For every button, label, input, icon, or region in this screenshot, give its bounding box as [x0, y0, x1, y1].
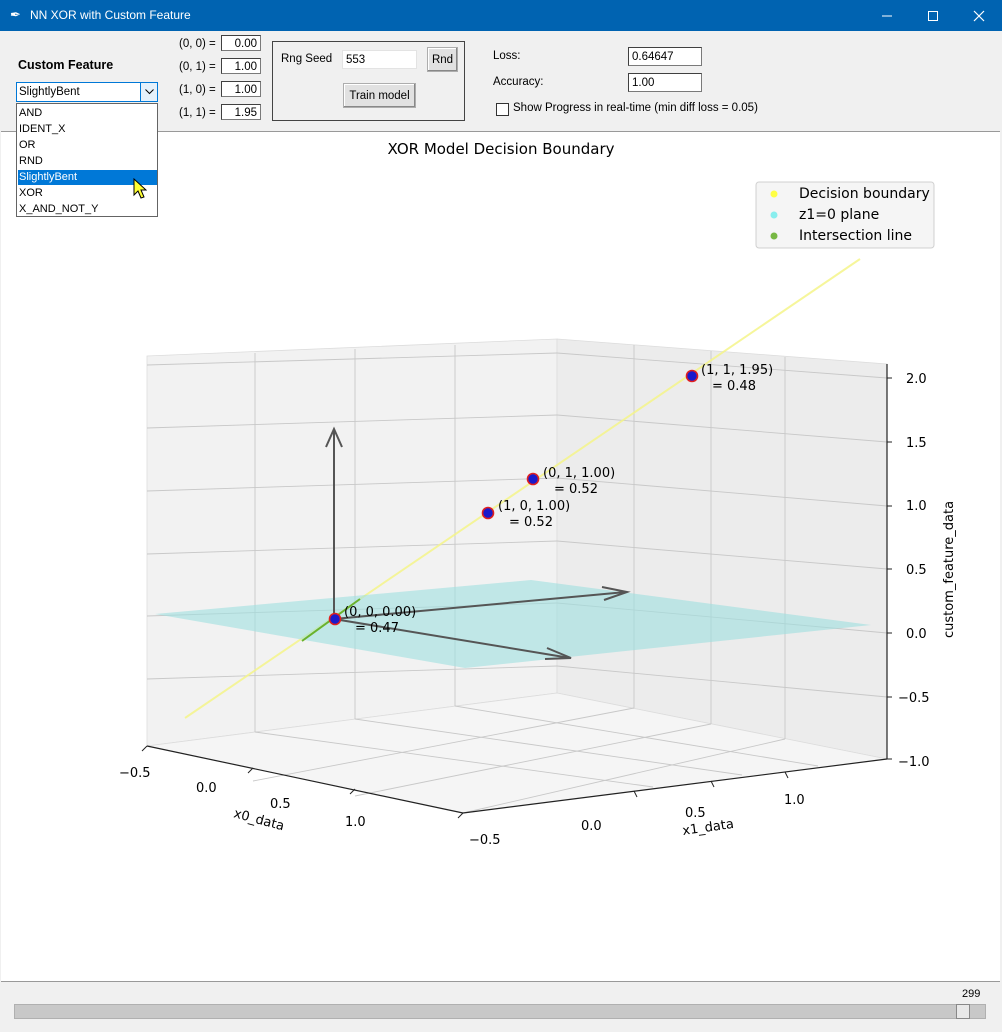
z-tick-label: 2.0 — [906, 372, 927, 387]
legend-marker-intersection — [770, 232, 778, 240]
input-01-label: (0, 1) = — [179, 61, 216, 73]
dropdown-option[interactable]: X_AND_NOT_Y — [19, 203, 99, 215]
feather-icon: ✒ — [10, 7, 21, 22]
custom-feature-label: Custom Feature — [18, 58, 114, 72]
legend-marker-decision-boundary — [770, 190, 778, 198]
minimize-button[interactable] — [864, 0, 910, 31]
y-tick-label: 0.0 — [581, 819, 602, 834]
train-model-button[interactable]: Train model — [343, 83, 416, 108]
y-tick-label: 1.0 — [784, 793, 805, 808]
tick-marks — [141, 377, 892, 819]
custom-feature-combobox[interactable]: SlightlyBent — [16, 82, 158, 102]
loss-value: 0.64647 — [628, 47, 702, 66]
legend-label: z1=0 plane — [799, 207, 879, 223]
seed-input[interactable]: 553 — [342, 50, 417, 69]
point-value-10: = 0.52 — [509, 515, 553, 530]
title-bar: ✒ NN XOR with Custom Feature — [0, 0, 1002, 31]
legend-label: Decision boundary — [799, 186, 930, 202]
epoch-slider-track[interactable] — [14, 1004, 986, 1019]
back-wall-right — [556, 338, 888, 760]
slider-value-label: 299 — [962, 988, 981, 1000]
point-label-11: (1, 1, 1.95) — [701, 363, 773, 378]
plot-title: XOR Model Decision Boundary — [388, 140, 615, 158]
accuracy-label: Accuracy: — [493, 76, 544, 88]
z-tick-label: 1.5 — [906, 436, 927, 451]
y-tick-label: 0.5 — [685, 806, 706, 821]
custom-feature-dropdown-list: AND IDENT_X OR RND SlightlyBent XOR X_AN… — [16, 103, 158, 217]
legend-marker-plane — [770, 211, 778, 219]
z-tick-label: 0.0 — [906, 627, 927, 642]
point-label-01: (0, 1, 1.00) — [543, 466, 615, 481]
dropdown-option[interactable]: RND — [19, 155, 43, 167]
z-tick-label: 0.5 — [906, 563, 927, 578]
input-00-field[interactable]: 0.00 — [221, 35, 261, 51]
input-10-field[interactable]: 1.00 — [221, 81, 261, 97]
legend-label: Intersection line — [799, 228, 912, 244]
input-11-label: (1, 1) = — [179, 107, 216, 119]
chevron-down-icon[interactable] — [140, 83, 157, 101]
z-tick-label: 1.0 — [906, 499, 927, 514]
y-axis-label: x1_data — [681, 817, 734, 839]
plot-canvas: (1, 1, 1.95) = 0.48 (0, 1, 1.00) = 0.52 … — [1, 131, 1000, 982]
decision-boundary-line — [184, 258, 861, 719]
axes — [146, 364, 888, 814]
x-tick-label: 1.0 — [345, 815, 366, 830]
x-tick-label: −0.5 — [119, 766, 151, 781]
rnd-button[interactable]: Rnd — [427, 47, 458, 72]
z-tick-label: −1.0 — [898, 755, 930, 770]
point-value-00: = 0.47 — [355, 621, 399, 636]
loss-label: Loss: — [493, 50, 521, 62]
input-11-field[interactable]: 1.95 — [221, 104, 261, 120]
y-tick-label: −0.5 — [469, 833, 501, 848]
z-tick-label: −0.5 — [898, 691, 930, 706]
accuracy-value: 1.00 — [628, 73, 702, 92]
point-label-00: (0, 0, 0.00) — [344, 605, 416, 620]
combobox-selected-value: SlightlyBent — [19, 86, 80, 98]
input-00-label: (0, 0) = — [179, 38, 216, 50]
show-progress-checkbox[interactable] — [496, 103, 509, 116]
data-points — [328, 369, 699, 626]
input-01-field[interactable]: 1.00 — [221, 58, 261, 74]
maximize-button[interactable] — [910, 0, 956, 31]
x-tick-label: 0.0 — [196, 781, 217, 796]
legend: Decision boundary z1=0 plane Intersectio… — [755, 181, 935, 249]
plot-svg: (1, 1, 1.95) = 0.48 (0, 1, 1.00) = 0.52 … — [119, 140, 957, 848]
epoch-slider-thumb[interactable] — [956, 1004, 970, 1019]
dropdown-option[interactable]: XOR — [19, 187, 43, 199]
show-progress-label: Show Progress in real-time (min diff los… — [513, 102, 758, 114]
dropdown-option-selected[interactable]: SlightlyBent — [18, 170, 157, 185]
seed-label: Rng Seed — [281, 53, 333, 65]
dropdown-option[interactable]: IDENT_X — [19, 123, 66, 135]
z-axis-label: custom_feature_data — [942, 501, 957, 638]
point-value-01: = 0.52 — [554, 482, 598, 497]
x-tick-label: 0.5 — [270, 797, 291, 812]
training-group — [272, 41, 465, 121]
mouse-cursor-icon — [133, 178, 147, 199]
dropdown-option[interactable]: AND — [19, 107, 43, 119]
point-label-10: (1, 0, 1.00) — [498, 499, 570, 514]
input-10-label: (1, 0) = — [179, 84, 216, 96]
close-button[interactable] — [956, 0, 1002, 31]
vector-arrows — [325, 426, 631, 660]
point-value-11: = 0.48 — [712, 379, 756, 394]
dropdown-option[interactable]: OR — [19, 139, 36, 151]
window-title: NN XOR with Custom Feature — [30, 8, 191, 22]
